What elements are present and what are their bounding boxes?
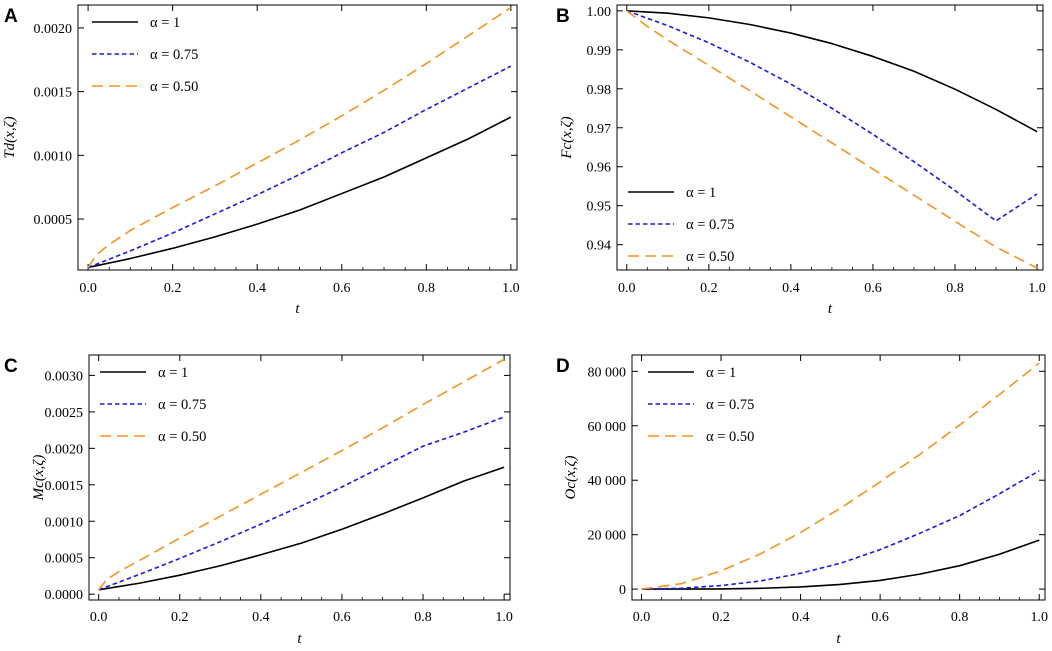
x-tick-label: 1.0 <box>1028 281 1046 296</box>
plot-frame <box>88 354 511 601</box>
y-tick-label: 0.0020 <box>45 442 84 457</box>
x-tick-label: 0.8 <box>946 281 964 296</box>
x-tick-label: 0.8 <box>414 610 432 625</box>
legend-label: α = 0.50 <box>158 429 206 445</box>
x-tick-label: 1.0 <box>495 610 513 625</box>
series-line <box>98 358 505 591</box>
y-tick-label: 80 000 <box>588 365 627 380</box>
legend-label: α = 0.50 <box>150 79 198 95</box>
legend-label: α = 0.50 <box>686 249 734 265</box>
y-tick-label: 0.0015 <box>45 479 84 494</box>
x-tick-label: 0.4 <box>782 281 800 296</box>
panel-letter: D <box>556 356 570 377</box>
y-tick-label: 0.96 <box>587 161 612 176</box>
legend-label: α = 1 <box>706 365 736 381</box>
x-axis-label: t <box>295 301 300 317</box>
x-tick-label: 0.6 <box>871 610 889 625</box>
y-tick-label: 0.0030 <box>45 369 84 384</box>
x-tick-label: 0.0 <box>633 610 651 625</box>
panel-A: A 0.0 0.2 0.4 0.6 0.8 1.0 0.0005 0.0010 0.0015 0.0… <box>2 4 520 317</box>
y-tick-label: 0.0000 <box>45 588 84 603</box>
legend-label: α = 0.75 <box>686 217 734 233</box>
series-line <box>98 416 505 591</box>
y-axis-label: Fc(x,ζ) <box>559 116 575 159</box>
y-tick-label: 0.0010 <box>45 515 84 530</box>
legend-label: α = 1 <box>150 15 180 31</box>
series-line <box>626 10 1038 222</box>
series-line <box>626 10 1038 269</box>
x-tick-label: 1.0 <box>1030 610 1048 625</box>
y-tick-label: 40 000 <box>588 474 627 489</box>
x-tick-label: 1.0 <box>502 281 520 296</box>
y-tick-label: 0.0005 <box>45 552 84 567</box>
x-tick-label: 0.4 <box>248 281 266 296</box>
plot-frame <box>631 354 1046 601</box>
y-tick-label: 0.94 <box>587 239 612 254</box>
panel-letter: B <box>556 6 570 27</box>
series-line <box>87 6 512 268</box>
series-line <box>98 466 505 591</box>
x-tick-label: 0.2 <box>712 610 730 625</box>
x-tick-label: 0.2 <box>171 610 189 625</box>
panel-C: C 0.0 0.2 0.4 0.6 0.8 1.0 0.0000 0.0005 0.0010 0.0… <box>4 354 513 647</box>
legend-label: α = 0.50 <box>706 429 754 445</box>
y-tick-label: 1.00 <box>587 5 612 20</box>
legend-label: α = 0.75 <box>706 397 754 413</box>
legend-label: α = 0.75 <box>150 47 198 63</box>
y-tick-label: 0.0010 <box>34 149 73 164</box>
y-tick-label: 0.0015 <box>34 86 73 101</box>
x-tick-label: 0.4 <box>252 610 270 625</box>
x-axis-label: t <box>297 631 302 647</box>
plot-frame <box>77 4 518 271</box>
y-tick-label: 0 <box>619 583 626 598</box>
legend-label: α = 1 <box>158 365 188 381</box>
y-tick-label: 0.0020 <box>34 22 73 37</box>
legend-label: α = 1 <box>686 185 716 201</box>
panel-letter: C <box>4 356 18 377</box>
y-tick-label: 0.98 <box>587 83 612 98</box>
x-tick-label: 0.8 <box>418 281 436 296</box>
y-axis-label: Oc(x,ζ) <box>563 456 579 500</box>
x-tick-label: 0.6 <box>864 281 882 296</box>
series-line <box>87 116 512 269</box>
x-tick-label: 0.2 <box>700 281 718 296</box>
y-tick-label: 20 000 <box>588 529 627 544</box>
y-axis-label: Td(x,ζ) <box>2 116 18 158</box>
y-tick-label: 0.95 <box>587 200 612 215</box>
x-tick-label: 0.8 <box>951 610 969 625</box>
x-tick-label: 0.2 <box>164 281 182 296</box>
series-line <box>87 65 512 269</box>
x-tick-label: 0.0 <box>618 281 636 296</box>
y-tick-label: 0.0025 <box>45 406 84 421</box>
legend-label: α = 0.75 <box>158 397 206 413</box>
x-tick-label: 0.6 <box>333 281 351 296</box>
x-axis-label: t <box>836 631 841 647</box>
y-tick-label: 60 000 <box>588 420 627 435</box>
y-tick-label: 0.99 <box>587 44 612 59</box>
panel-B: B 0.0 0.2 0.4 0.6 0.8 1.0 0.94 0.95 0.96 0.97 0.98 0… <box>556 4 1046 317</box>
plot-frame <box>616 4 1044 271</box>
x-tick-label: 0.0 <box>90 610 108 625</box>
series-line <box>641 469 1040 590</box>
x-axis-label: t <box>828 301 833 317</box>
series-line <box>626 10 1038 133</box>
panel-D: D 0.0 0.2 0.4 0.6 0.8 1.0 0 20 000 40 000 60 000 80… <box>556 354 1048 647</box>
panel-letter: A <box>4 6 18 27</box>
y-axis-label: Mc(x,ζ) <box>31 455 47 502</box>
x-tick-label: 0.4 <box>792 610 810 625</box>
x-tick-label: 0.6 <box>333 610 351 625</box>
series-line <box>641 362 1040 590</box>
series-line <box>641 539 1040 590</box>
y-tick-label: 0.0005 <box>34 213 73 228</box>
y-tick-label: 0.97 <box>587 122 612 137</box>
x-tick-label: 0.0 <box>79 281 97 296</box>
